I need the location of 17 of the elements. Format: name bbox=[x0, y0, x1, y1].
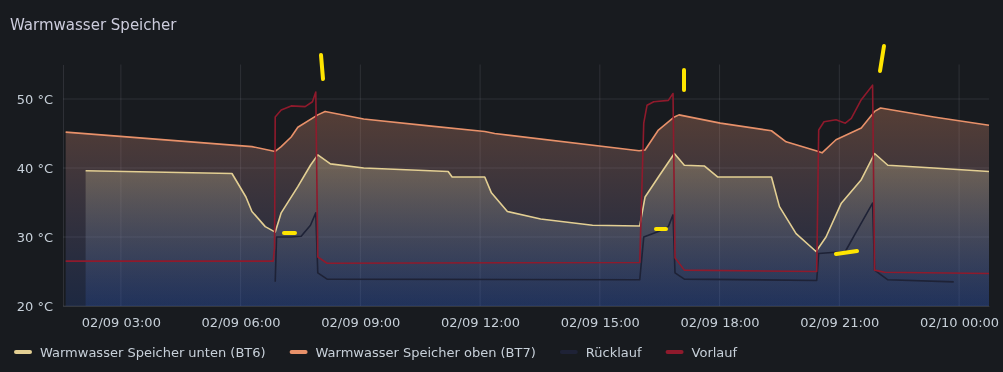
x-tick-label: 02/10 00:00 bbox=[920, 315, 1000, 331]
legend-label: Rücklauf bbox=[585, 345, 642, 360]
y-tick-label: 40 °C bbox=[16, 160, 53, 176]
x-tick-label: 02/09 21:00 bbox=[800, 315, 880, 331]
legend-label: Vorlauf bbox=[691, 345, 738, 360]
y-tick-label: 30 °C bbox=[16, 229, 53, 245]
legend-label: Warmwasser Speicher oben (BT7) bbox=[315, 345, 536, 360]
legend-label: Warmwasser Speicher unten (BT6) bbox=[40, 345, 266, 360]
chart-title: Warmwasser Speicher bbox=[10, 16, 178, 34]
x-tick-label: 02/09 06:00 bbox=[201, 315, 281, 331]
x-tick-label: 02/09 15:00 bbox=[560, 315, 640, 331]
x-tick-label: 02/09 09:00 bbox=[321, 315, 401, 331]
y-tick-label: 20 °C bbox=[16, 298, 53, 314]
x-tick-label: 02/09 12:00 bbox=[441, 315, 521, 331]
x-tick-label: 02/09 18:00 bbox=[680, 315, 760, 331]
x-tick-label: 02/09 03:00 bbox=[81, 315, 161, 331]
y-tick-label: 50 °C bbox=[16, 91, 53, 107]
